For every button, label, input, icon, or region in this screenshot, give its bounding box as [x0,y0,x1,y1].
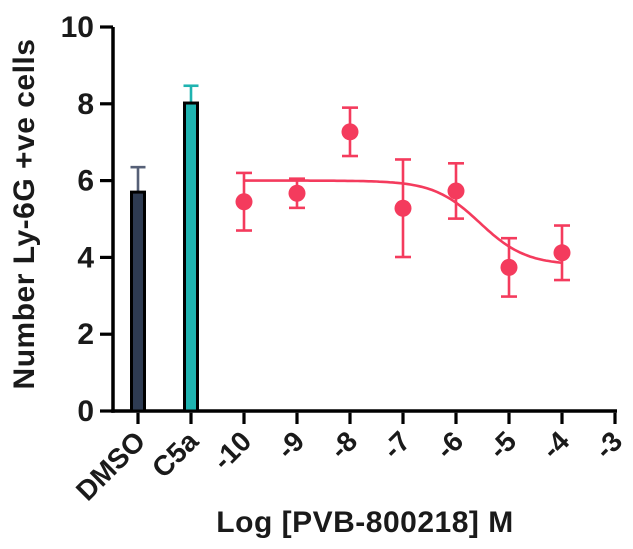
x-tick-label--4: -4 [536,425,576,465]
x-tick-label--10: -10 [207,425,258,476]
y-tick-label-6: 6 [77,165,94,198]
data-point--10 [235,193,253,211]
x-tick-label--6: -6 [430,425,470,465]
x-tick-label--7: -7 [377,425,417,465]
data-point--8 [341,123,359,141]
data-point--6 [447,182,465,200]
data-point--7 [394,199,412,217]
y-tick-label-8: 8 [77,88,94,121]
bar-C5a [183,101,199,413]
bar-DMSO [130,190,146,413]
y-tick-label-2: 2 [77,318,94,351]
x-tick-label-C5a: C5a [146,425,205,484]
data-point--4 [553,244,571,262]
y-axis-title: Number Ly-6G +ve cells [8,38,41,390]
x-axis-title: Log [PVB-800218] M [216,506,514,539]
x-tick-label--3: -3 [589,425,629,465]
y-tick-label-10: 10 [61,11,94,44]
data-point--5 [500,258,518,276]
x-tick-label-DMSO: DMSO [70,425,151,506]
x-tick-label--9: -9 [271,425,311,465]
data-point--9 [288,184,306,202]
y-tick-label-4: 4 [77,241,94,274]
x-tick-label--8: -8 [324,425,364,465]
dose-response-curve [244,179,563,265]
y-tick-label-0: 0 [77,395,94,428]
x-tick-label--5: -5 [483,425,523,465]
